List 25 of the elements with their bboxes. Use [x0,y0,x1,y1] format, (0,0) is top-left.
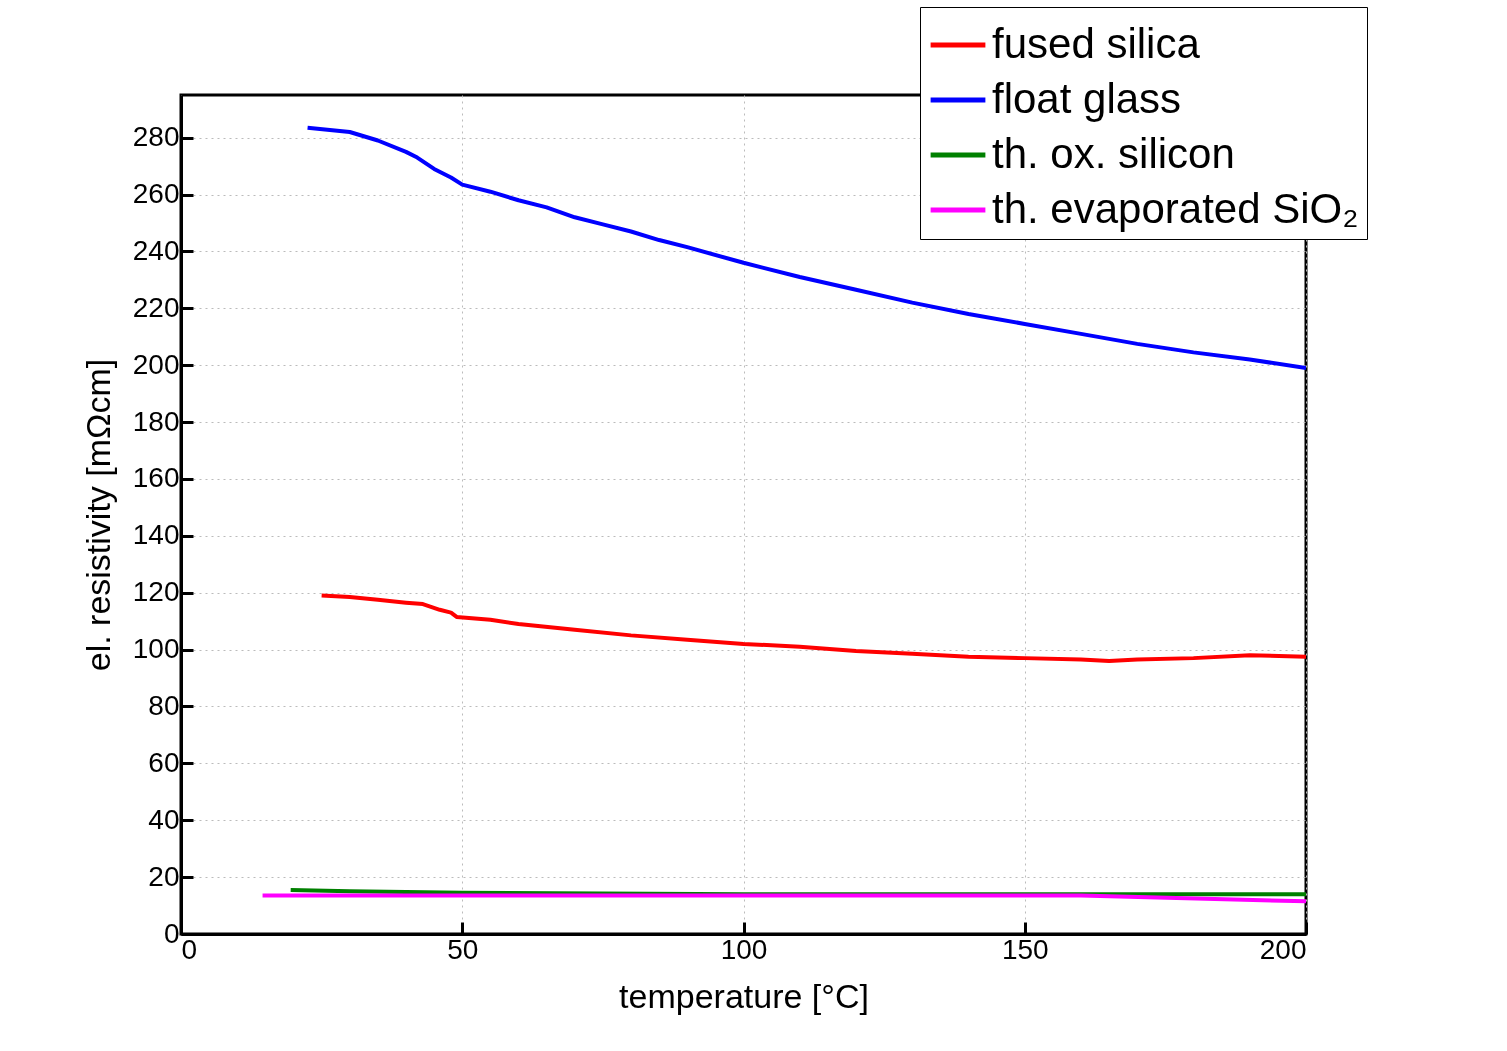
y-tick-label: 60 [148,746,180,778]
y-tick-label: 160 [132,462,180,494]
y-tick-label: 260 [132,178,180,210]
y-tick-label: 20 [148,860,180,892]
x-tick-label: 50 [447,933,479,965]
y-tick-label: 220 [132,291,180,323]
x-tick-label: 100 [720,933,768,965]
y-tick-label: 280 [132,121,180,153]
y-tick-label: 240 [132,234,180,266]
legend-label: th. evaporated SiO₂ [992,185,1359,232]
y-tick-label: 100 [132,633,180,665]
legend-label: th. ox. silicon [992,130,1235,177]
y-tick-label: 80 [148,689,180,721]
legend-label: fused silica [992,20,1201,67]
x-tick-label: 150 [1001,933,1049,965]
x-axis-title: temperature [°C] [619,976,869,1015]
line-series [319,593,1306,663]
y-tick-label: 40 [148,803,180,835]
y-tick-label: 180 [132,405,180,437]
x-tick-label: 200 [1259,933,1307,965]
y-axis-title: el. resistivity [mΩcm] [78,358,117,672]
y-tick-label: 200 [132,348,180,380]
legend-label: float glass [992,75,1182,122]
y-tick-label: 140 [132,519,180,551]
y-tick-label: 120 [132,576,180,608]
